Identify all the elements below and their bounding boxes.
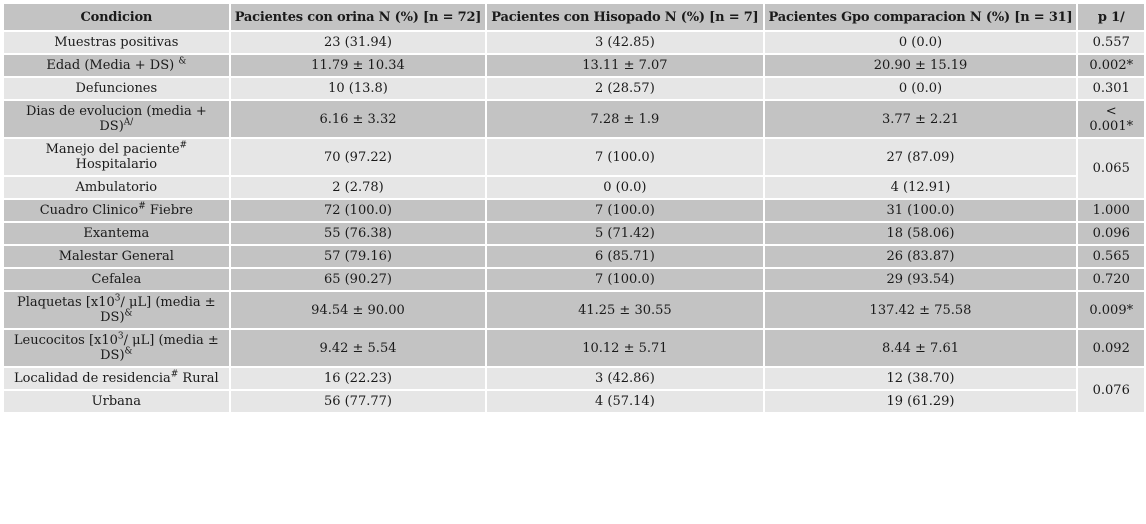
- condition-cell: Malestar General: [4, 246, 229, 267]
- p-value-cell: < 0.001*: [1078, 101, 1144, 137]
- p-value-cell: 0.720: [1078, 269, 1144, 290]
- p-value-cell: 0.096: [1078, 223, 1144, 244]
- hisopado-value-cell: 3 (42.85): [487, 32, 763, 53]
- comparacion-value-cell: 4 (12.91): [764, 177, 1077, 198]
- condition-cell: Plaquetas [x103/ μL] (media ± DS)&: [4, 292, 229, 328]
- footnote-marker: &: [124, 346, 133, 357]
- condition-cell: Dias de evolucion (media + DS)A/: [4, 101, 229, 137]
- orina-value-cell: 56 (77.77): [230, 391, 486, 412]
- hisopado-value-cell: 7.28 ± 1.9: [487, 101, 763, 137]
- table-row: Exantema 55 (76.38) 5 (71.42) 18 (58.06) 0.0…: [4, 223, 1144, 244]
- comparacion-value-cell: 26 (83.87): [764, 246, 1077, 267]
- hisopado-value-cell: 7 (100.0): [487, 200, 763, 221]
- hisopado-value-cell: 6 (85.71): [487, 246, 763, 267]
- orina-value-cell: 65 (90.27): [230, 269, 486, 290]
- table-row: Localidad de residencia# Rural 16 (22.23)…: [4, 368, 1144, 412]
- column-header-hisopado: Pacientes con Hisopado N (%) [n = 7]: [487, 4, 763, 30]
- footnote-marker: #: [170, 369, 179, 380]
- patients-comparison-table: Condicion Pacientes con orina N (%) [n =…: [2, 2, 1146, 414]
- condition-cell: Edad (Media + DS) &: [4, 55, 229, 76]
- column-header-condicion: Condicion: [4, 4, 229, 30]
- orina-value-cell: 11.79 ± 10.34: [230, 55, 486, 76]
- condition-cell: Ambulatorio: [4, 177, 229, 198]
- p-value-cell: 1.000: [1078, 200, 1144, 221]
- comparacion-value-cell: 18 (58.06): [764, 223, 1077, 244]
- p-value-cell: 0.557: [1078, 32, 1144, 53]
- condition-cell: Muestras positivas: [4, 32, 229, 53]
- table-row: Malestar General 57 (79.16) 6 (85.71) 26 (8…: [4, 246, 1144, 267]
- footnote-marker: &: [124, 308, 133, 319]
- p-value-cell: 0.301: [1078, 78, 1144, 99]
- hisopado-value-cell: 2 (28.57): [487, 78, 763, 99]
- column-header-p-value: p 1/: [1078, 4, 1144, 30]
- p-value-cell: 0.065: [1078, 139, 1144, 198]
- p-value-cell: 0.092: [1078, 330, 1144, 366]
- condition-cell: Localidad de residencia# Rural: [4, 368, 229, 389]
- condition-cell: Leucocitos [x103/ μL] (media ± DS)&: [4, 330, 229, 366]
- orina-value-cell: 70 (97.22): [230, 139, 486, 175]
- footnote-marker: 3: [114, 293, 121, 304]
- orina-value-cell: 6.16 ± 3.32: [230, 101, 486, 137]
- p-value-cell: 0.565: [1078, 246, 1144, 267]
- orina-value-cell: 55 (76.38): [230, 223, 486, 244]
- comparacion-value-cell: 27 (87.09): [764, 139, 1077, 175]
- orina-value-cell: 23 (31.94): [230, 32, 486, 53]
- footnote-marker: &: [178, 56, 187, 67]
- hisopado-value-cell: 7 (100.0): [487, 139, 763, 175]
- table-row: Urbana 56 (77.77) 4 (57.14) 19 (61.29): [4, 391, 1144, 412]
- comparacion-value-cell: 3.77 ± 2.21: [764, 101, 1077, 137]
- condition-cell: Cuadro Clinico# Fiebre: [4, 200, 229, 221]
- footnote-marker: #: [179, 140, 188, 151]
- footnote-marker: A/: [123, 117, 134, 128]
- condition-cell: Defunciones: [4, 78, 229, 99]
- comparacion-value-cell: 137.42 ± 75.58: [764, 292, 1077, 328]
- table-row: Defunciones 10 (13.8) 2 (28.57) 0 (0.0) 0.30…: [4, 78, 1144, 99]
- table-row: Cefalea 65 (90.27) 7 (100.0) 29 (93.54) 0.72…: [4, 269, 1144, 290]
- table-row: Ambulatorio 2 (2.78) 0 (0.0) 4 (12.91): [4, 177, 1144, 198]
- table-row: Manejo del paciente# Hospitalario 70 (97.…: [4, 139, 1144, 198]
- table-row: Dias de evolucion (media + DS)A/6.16 ± 3…: [4, 101, 1144, 137]
- p-value-cell: 0.009*: [1078, 292, 1144, 328]
- hisopado-value-cell: 10.12 ± 5.71: [487, 330, 763, 366]
- table-row: Plaquetas [x103/ μL] (media ± DS)& 94.54 …: [4, 292, 1144, 328]
- table-row: Cuadro Clinico# Fiebre 72 (100.0) 7 (100.0…: [4, 200, 1144, 221]
- condition-cell: Urbana: [4, 391, 229, 412]
- comparacion-value-cell: 0 (0.0): [764, 32, 1077, 53]
- p-value-cell: 0.002*: [1078, 55, 1144, 76]
- comparacion-value-cell: 19 (61.29): [764, 391, 1077, 412]
- comparacion-value-cell: 20.90 ± 15.19: [764, 55, 1077, 76]
- comparacion-value-cell: 8.44 ± 7.61: [764, 330, 1077, 366]
- column-header-orina: Pacientes con orina N (%) [n = 72]: [230, 4, 486, 30]
- hisopado-value-cell: 3 (42.86): [487, 368, 763, 389]
- condition-cell: Manejo del paciente# Hospitalario: [4, 139, 229, 175]
- table-row: Leucocitos [x103/ μL] (media ± DS)& 9.42 …: [4, 330, 1144, 366]
- orina-value-cell: 9.42 ± 5.54: [230, 330, 486, 366]
- orina-value-cell: 16 (22.23): [230, 368, 486, 389]
- hisopado-value-cell: 41.25 ± 30.55: [487, 292, 763, 328]
- condition-cell: Cefalea: [4, 269, 229, 290]
- orina-value-cell: 2 (2.78): [230, 177, 486, 198]
- hisopado-value-cell: 7 (100.0): [487, 269, 763, 290]
- condition-cell: Exantema: [4, 223, 229, 244]
- hisopado-value-cell: 13.11 ± 7.07: [487, 55, 763, 76]
- comparacion-value-cell: 29 (93.54): [764, 269, 1077, 290]
- orina-value-cell: 94.54 ± 90.00: [230, 292, 486, 328]
- comparacion-value-cell: 12 (38.70): [764, 368, 1077, 389]
- p-value-cell: 0.076: [1078, 368, 1144, 412]
- header-row: Condicion Pacientes con orina N (%) [n =…: [4, 4, 1144, 30]
- table-row: Muestras positivas 23 (31.94) 3 (42.85) 0 (…: [4, 32, 1144, 53]
- hisopado-value-cell: 0 (0.0): [487, 177, 763, 198]
- table-row: Edad (Media + DS) & 11.79 ± 10.34 13.11 ± …: [4, 55, 1144, 76]
- hisopado-value-cell: 5 (71.42): [487, 223, 763, 244]
- orina-value-cell: 10 (13.8): [230, 78, 486, 99]
- comparacion-value-cell: 31 (100.0): [764, 200, 1077, 221]
- column-header-comparacion: Pacientes Gpo comparacion N (%) [n = 31]: [764, 4, 1077, 30]
- footnote-marker: #: [138, 201, 146, 212]
- table-body: Muestras positivas 23 (31.94) 3 (42.85) 0 (…: [4, 32, 1144, 412]
- hisopado-value-cell: 4 (57.14): [487, 391, 763, 412]
- orina-value-cell: 72 (100.0): [230, 200, 486, 221]
- footnote-marker: 3: [117, 331, 124, 342]
- comparacion-value-cell: 0 (0.0): [764, 78, 1077, 99]
- orina-value-cell: 57 (79.16): [230, 246, 486, 267]
